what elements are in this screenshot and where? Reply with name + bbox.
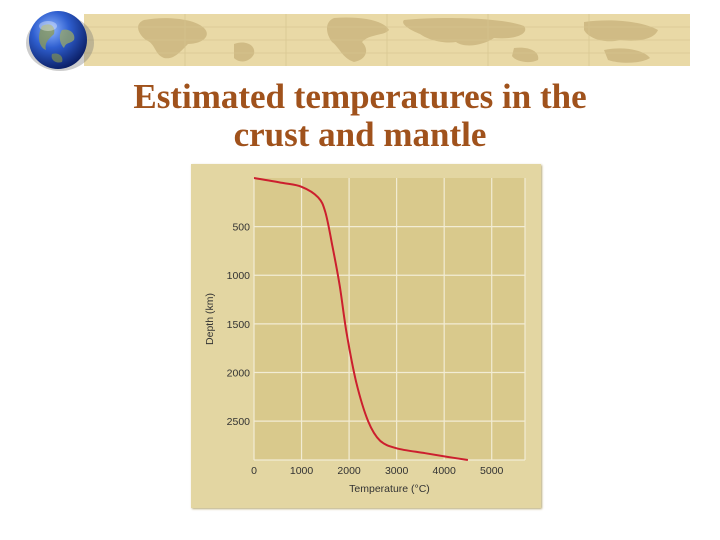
- y-tick-label: 1000: [227, 270, 251, 282]
- world-map-decoration: [84, 14, 690, 66]
- slide-title: Estimated temperatures in the crust and …: [0, 78, 720, 154]
- grid-lines: [253, 178, 526, 461]
- slide-title-line-1: Estimated temperatures in the: [133, 77, 587, 116]
- globe-icon: [22, 8, 98, 74]
- header-banner: [84, 14, 690, 66]
- slide-title-line-2: crust and mantle: [233, 115, 487, 154]
- y-tick-label: 2500: [227, 416, 251, 428]
- temperature-curve: [253, 177, 469, 461]
- x-axis-label: Temperature (°C): [349, 483, 430, 495]
- x-tick-label: 5000: [480, 465, 504, 477]
- x-tick-label: 3000: [385, 465, 409, 477]
- x-tick-label: 2000: [337, 465, 361, 477]
- y-tick-label: 500: [232, 222, 250, 234]
- y-tick-label: 1500: [227, 319, 251, 331]
- chart-panel: 0 1000 2000 3000 4000 5000 500 1000 1500 2000 2500…: [191, 164, 541, 508]
- plot-area: [254, 178, 525, 460]
- y-tick-label: 2000: [227, 367, 251, 379]
- y-axis-label: Depth (km): [204, 293, 216, 345]
- tick-labels: 0 1000 2000 3000 4000 5000 500 1000 1500 2000 2500: [227, 222, 504, 477]
- x-tick-label: 0: [251, 465, 257, 477]
- temperature-depth-chart: 0 1000 2000 3000 4000 5000 500 1000 1500 2000 2500…: [204, 177, 526, 495]
- x-tick-label: 1000: [290, 465, 314, 477]
- x-tick-label: 4000: [432, 465, 456, 477]
